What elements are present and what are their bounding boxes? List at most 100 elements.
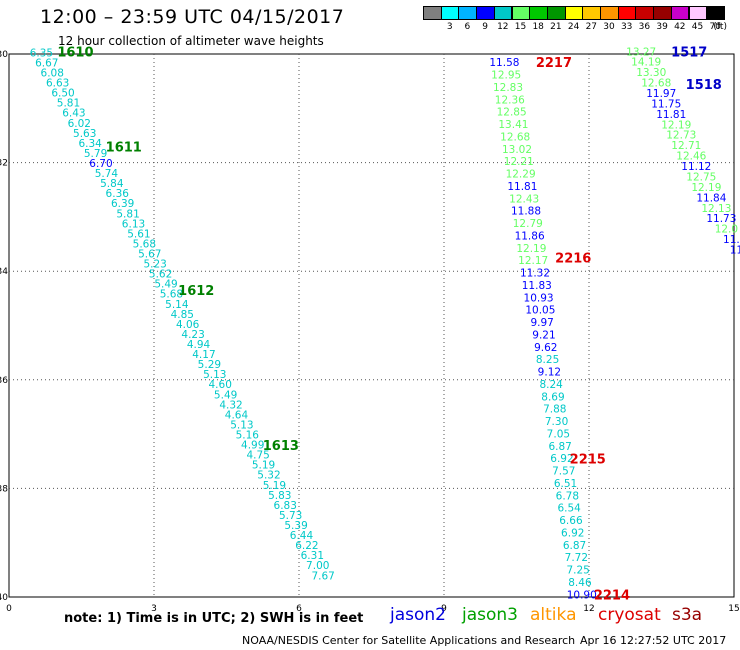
wave-height-value: 9.21 [532,329,555,341]
legend-value: 12 [497,22,509,32]
wave-height-value: 12.36 [495,94,525,106]
wave-height-value: 6.50 [51,88,74,100]
wave-height-value: 5.73 [279,510,302,522]
wave-height-value: 5.49 [154,279,177,291]
legend-value: 24 [567,22,580,32]
wave-height-value: 6.36 [106,188,130,200]
wave-height-value: 6.08 [41,67,64,79]
legend-unit: (ft) [713,22,727,32]
wave-height-value: 4.06 [176,319,200,331]
wave-height-value: 6.70 [89,158,112,170]
wave-height-value: 11.84 [696,192,726,204]
wave-height-value: 13.02 [502,144,532,156]
legend-value: 45 [691,22,704,32]
x-tick-label: 9 [441,604,447,614]
wave-height-value: 4.64 [225,409,249,421]
wave-height-value: 12.73 [666,130,696,142]
wave-height-value: 12.0 [715,224,738,236]
wave-height-value: 5.68 [133,238,156,250]
units-note: note: 1) Time is in UTC; 2) SWH is in fe… [64,611,364,626]
wave-height-value: 6.31 [301,550,324,562]
wave-height-value: 5.23 [143,259,166,271]
wave-height-value: 5.39 [284,520,307,532]
wave-height-value: 4.60 [209,379,232,391]
wave-height-value: 5.63 [73,128,96,140]
wave-height-value: 12.71 [671,140,701,152]
wave-height-value: 7.25 [566,565,589,577]
y-tick-label: 38 [0,484,8,494]
wave-height-value: 11.12 [681,161,711,173]
wave-height-value: 5.16 [236,429,260,441]
mission-label: jason2 [390,605,446,625]
wave-height-value: 7.05 [547,428,570,440]
wave-height-value: 12.13 [701,203,731,215]
y-tick-label: 30 [0,50,8,60]
wave-height-value: 5.79 [84,148,107,160]
wave-height-value: 7.88 [543,404,566,416]
wave-height-value: 11.83 [522,280,552,292]
wave-height-value: 6.22 [295,540,318,552]
wave-height-value: 4.94 [187,339,211,351]
wave-height-value: 11.73 [706,213,736,225]
legend-swatch [706,6,725,20]
legend-value: 15 [514,22,527,32]
pass-label: 2217 [536,56,572,71]
wave-height-value: 5.67 [138,248,161,260]
footer-timestamp: Apr 16 12:27:52 UTC 2017 [580,634,727,647]
y-tick-label: 36 [0,376,8,386]
wave-height-value: 4.75 [246,450,269,462]
wave-height-value: 6.87 [563,540,586,552]
wave-height-value: 12.79 [513,218,543,230]
pass-label: 2216 [555,252,591,267]
wave-height-value: 5.68 [160,289,183,301]
wave-height-value: 11.75 [651,98,681,110]
legend-value: 30 [603,22,615,32]
wave-height-value: 12.21 [504,156,534,168]
mission-label: s3a [672,605,703,625]
pass-label: 1613 [263,439,299,454]
pass-label: 1610 [57,45,93,60]
wave-height-value: 12.17 [518,255,548,267]
wave-height-value: 12.19 [516,243,546,255]
wave-height-value: 6.51 [554,478,577,490]
pass-label: 1611 [106,140,142,155]
wave-height-value: 7.00 [306,560,329,572]
wave-height-value: 12.83 [493,82,523,94]
wave-height-value: 13.27 [626,46,656,58]
wave-height-value: 12.68 [500,131,530,143]
wave-height-value: 4.32 [219,399,242,411]
wave-height-value: 7.30 [545,416,568,428]
wave-height-value: 7.57 [552,466,575,478]
x-tick-label: 12 [583,604,594,614]
map-subtitle: 12 hour collection of altimeter wave hei… [58,34,324,48]
wave-height-value: 10.05 [525,305,555,317]
wave-height-value: 13.30 [636,67,666,79]
wave-height-value: 6.02 [68,118,91,130]
wave-height-value: 13.41 [498,119,528,131]
legend-value: 27 [585,22,598,32]
legend-value: 33 [620,22,633,32]
wave-height-value: 5.74 [95,168,119,180]
wave-height-value: 6.54 [557,503,581,515]
wave-height-value: 12.43 [509,193,539,205]
map-frame [8,53,735,598]
legend-value: 18 [532,22,544,32]
wave-height-value: 10.93 [524,292,554,304]
y-tick-label: 34 [0,267,8,277]
x-tick-label: 6 [296,604,302,614]
wave-height-value: 5.19 [252,460,275,472]
wave-height-value: 4.17 [192,349,215,361]
wave-height-value: 5.13 [230,419,253,431]
mission-label: altika [530,605,577,625]
wave-height-value: 8.46 [568,577,592,589]
wave-height-value: 9.62 [534,342,557,354]
wave-height-value: 4.99 [241,440,264,452]
mission-label: jason3 [462,605,518,625]
wave-height-value: 11.81 [507,181,537,193]
legend-value: 39 [656,22,668,32]
wave-height-value: 5.81 [116,208,139,220]
wave-height-value: 7.72 [565,552,588,564]
wave-height-value: 6.78 [556,490,579,502]
pass-label: 1517 [671,45,707,60]
pass-label: 1612 [178,284,214,299]
